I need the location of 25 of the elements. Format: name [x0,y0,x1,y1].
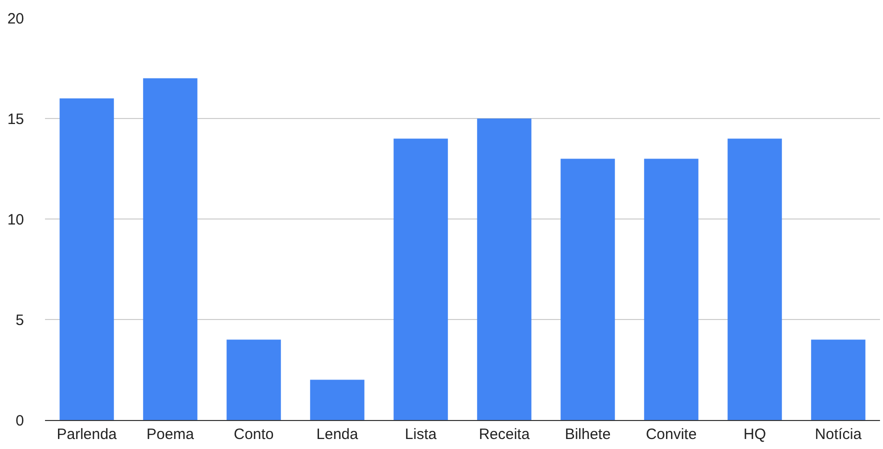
bar [226,340,281,420]
bar [811,340,866,420]
bar [394,138,448,420]
bar [477,118,532,420]
bar [728,138,782,420]
y-tick-label: 5 [16,312,24,329]
bar [644,158,698,420]
y-tick-label: 10 [7,211,24,228]
y-tick-label: 0 [16,412,24,430]
x-tick-label: Notícia [814,426,862,443]
bar [560,158,615,420]
x-tick-label: Poema [146,426,195,443]
x-tick-label: Bilhete [564,426,611,443]
y-tick-label: 15 [7,110,24,128]
x-tick-label: Lista [404,426,438,443]
x-tick-label: Convite [646,426,697,443]
x-tick-label: Parlenda [56,426,118,443]
bar [143,78,198,420]
x-tick-label: HQ [744,426,766,443]
x-tick-label: Conto [234,426,274,443]
bar [60,98,114,420]
y-tick-label: 20 [7,10,24,28]
x-tick-label: Lenda [316,426,359,443]
bar [310,380,364,420]
x-tick-label: Receita [478,426,530,443]
